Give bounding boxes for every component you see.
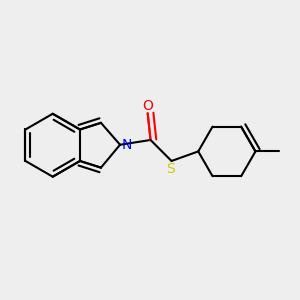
Text: S: S	[166, 162, 175, 176]
Text: N: N	[122, 138, 132, 152]
Text: O: O	[142, 99, 153, 113]
